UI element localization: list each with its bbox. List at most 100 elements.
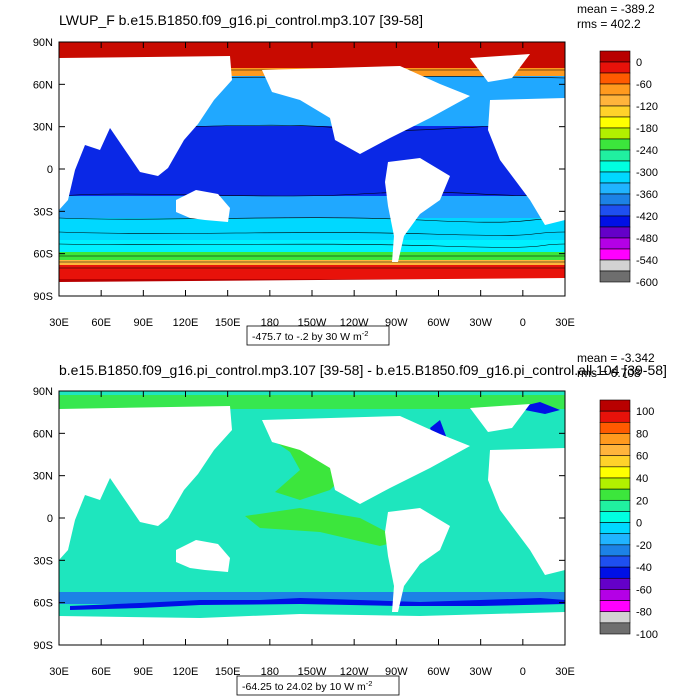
top-colorbar-label: -180 xyxy=(636,123,658,135)
top-colorbar-swatch xyxy=(599,171,631,184)
bottom-land-eurasia-africa xyxy=(59,406,232,560)
bottom-arctic-dark xyxy=(515,402,560,414)
bottom-land-australia xyxy=(176,540,230,572)
top-y-tick-label: 30S xyxy=(33,206,53,218)
top-caption-unit-exp: -2 xyxy=(362,329,369,338)
top-colorbar-label: -120 xyxy=(636,101,658,113)
bottom-colorbar-swatch xyxy=(599,466,631,479)
top-colorbar-swatch xyxy=(599,204,631,217)
bottom-rms: rms = 6.708 xyxy=(577,366,641,380)
bottom-x-tick-label: 90E xyxy=(134,666,154,678)
bottom-colorbar-swatch xyxy=(599,433,631,445)
top-y-axis: 90N 60N 30N 0 30S 60S 90S xyxy=(33,37,565,303)
top-rms: rms = 402.2 xyxy=(577,17,641,31)
bottom-caption-box xyxy=(236,675,400,696)
top-colorbar-swatch xyxy=(599,138,631,151)
bottom-colorbar-swatch xyxy=(599,477,631,490)
bottom-colorbar-swatch xyxy=(599,600,631,613)
bottom-caption-unit-exp: -2 xyxy=(366,679,373,688)
bottom-colorbar-label: -20 xyxy=(636,540,652,552)
bottom-colorbar-label: 100 xyxy=(636,406,654,418)
top-x-tick-label: 0 xyxy=(520,317,526,329)
bottom-colorbar-swatch xyxy=(599,511,631,523)
top-x-tick-label: 60E xyxy=(91,317,111,329)
bottom-arctic-band xyxy=(59,395,565,409)
bottom-land-antarctica xyxy=(59,612,565,645)
top-colorbar-label: -300 xyxy=(636,167,658,179)
bottom-colorbar-label: 40 xyxy=(636,473,648,485)
bottom-colorbar-swatch xyxy=(599,555,631,568)
top-land-australia xyxy=(176,190,230,222)
top-colorbar-swatch xyxy=(599,160,631,173)
top-land-africa-east xyxy=(488,98,565,225)
top-y-tick-label: 60N xyxy=(33,79,53,91)
bottom-map xyxy=(59,391,565,645)
top-south-band3 xyxy=(59,260,565,265)
top-colorbar-label: -60 xyxy=(636,79,652,91)
top-south-band1 xyxy=(59,218,565,240)
top-south-mid xyxy=(59,196,565,218)
top-colorbar-label: -420 xyxy=(636,211,658,223)
bottom-x-tick-label: 60E xyxy=(91,666,111,678)
bottom-colorbar-label: -60 xyxy=(636,584,652,596)
top-colorbar-label: -540 xyxy=(636,255,658,267)
top-title: LWUP_F b.e15.B1850.f09_g16.pi_control.mp… xyxy=(59,12,423,28)
top-colorbar-swatch xyxy=(599,94,631,107)
bottom-land-samerica xyxy=(385,508,450,612)
top-x-tick-label: 30W xyxy=(469,317,492,329)
top-land-samerica xyxy=(385,158,450,262)
bottom-x-tick-label: 150W xyxy=(298,666,327,678)
top-mean: mean = -389.2 xyxy=(577,2,655,16)
bottom-colorbar-label: 80 xyxy=(636,428,648,440)
top-colorbar-swatch xyxy=(599,105,631,118)
top-land-greenland xyxy=(470,54,530,82)
bottom-y-tick-label: 0 xyxy=(47,513,53,525)
top-x-axis: 30E 60E 90E 120E 150E 180 150W 120W 90W 60W 30W 0 30… xyxy=(49,42,575,329)
bottom-colorbar-label: -40 xyxy=(636,562,652,574)
bottom-colorbar-label: 0 xyxy=(636,518,642,530)
bottom-y-tick-label: 90N xyxy=(33,386,53,398)
bottom-colorbar-swatch xyxy=(599,577,631,590)
top-land-eurasia-africa xyxy=(59,56,232,210)
top-colorbar-swatch xyxy=(599,83,631,96)
bottom-x-tick-label: 60W xyxy=(427,666,450,678)
bottom-colorbar-swatch xyxy=(599,544,631,557)
top-colorbar-swatch xyxy=(599,116,631,129)
top-colorbar-swatch xyxy=(599,72,631,85)
bottom-colorbar-swatch xyxy=(599,611,631,624)
top-x-tick-label: 120E xyxy=(173,317,199,329)
top-caption-text: -475.7 to -.2 by 30 W m xyxy=(252,331,362,343)
top-x-tick-label: 30E xyxy=(555,317,575,329)
bottom-x-tick-label: 150E xyxy=(215,666,241,678)
bottom-colorbar-label: -80 xyxy=(636,607,652,619)
bottom-colorbar-swatch xyxy=(599,488,631,501)
top-y-tick-label: 90S xyxy=(33,291,53,303)
bottom-x-tick-label: 120W xyxy=(340,666,369,678)
bottom-x-tick-label: 0 xyxy=(520,666,526,678)
top-colorbar-swatch xyxy=(599,149,631,162)
bottom-mean: mean = -3.342 xyxy=(577,351,655,365)
bottom-colorbar-label: 20 xyxy=(636,495,648,507)
bottom-colorbar-label: 60 xyxy=(636,451,648,463)
top-colorbar-swatch xyxy=(599,237,631,250)
top-colorbar-swatch xyxy=(599,182,631,195)
bottom-title: b.e15.B1850.f09_g16.pi_control.mp3.107 [… xyxy=(59,362,667,378)
top-land-namerica xyxy=(262,66,470,154)
top-colorbar-label: -480 xyxy=(636,233,658,245)
bottom-colorbar-swatch xyxy=(599,589,631,601)
bottom-x-axis: 30E 60E 90E 120E 150E 180 150W 120W 90W 60W 30W 0 30… xyxy=(49,391,575,678)
top-colorbar-label: 0 xyxy=(636,57,642,69)
top-x-tick-label: 30E xyxy=(49,317,69,329)
top-southern-band xyxy=(59,240,565,252)
bottom-land xyxy=(59,404,565,645)
bottom-green-equatorial xyxy=(245,508,402,546)
bottom-land-africa-east xyxy=(488,448,565,575)
top-y-tick-label: 90N xyxy=(33,37,53,49)
top-colorbar-swatch xyxy=(599,127,631,140)
top-colorbar-swatch xyxy=(599,61,631,74)
top-y-tick-label: 30N xyxy=(33,122,53,134)
top-colorbar-swatch xyxy=(599,50,631,63)
svg-text:-475.7 to -.2 by 30 W m-2: -475.7 to -.2 by 30 W m-2 xyxy=(252,329,368,343)
top-x-tick-label: 60W xyxy=(427,317,450,329)
bottom-colorbar-swatch xyxy=(599,399,631,412)
